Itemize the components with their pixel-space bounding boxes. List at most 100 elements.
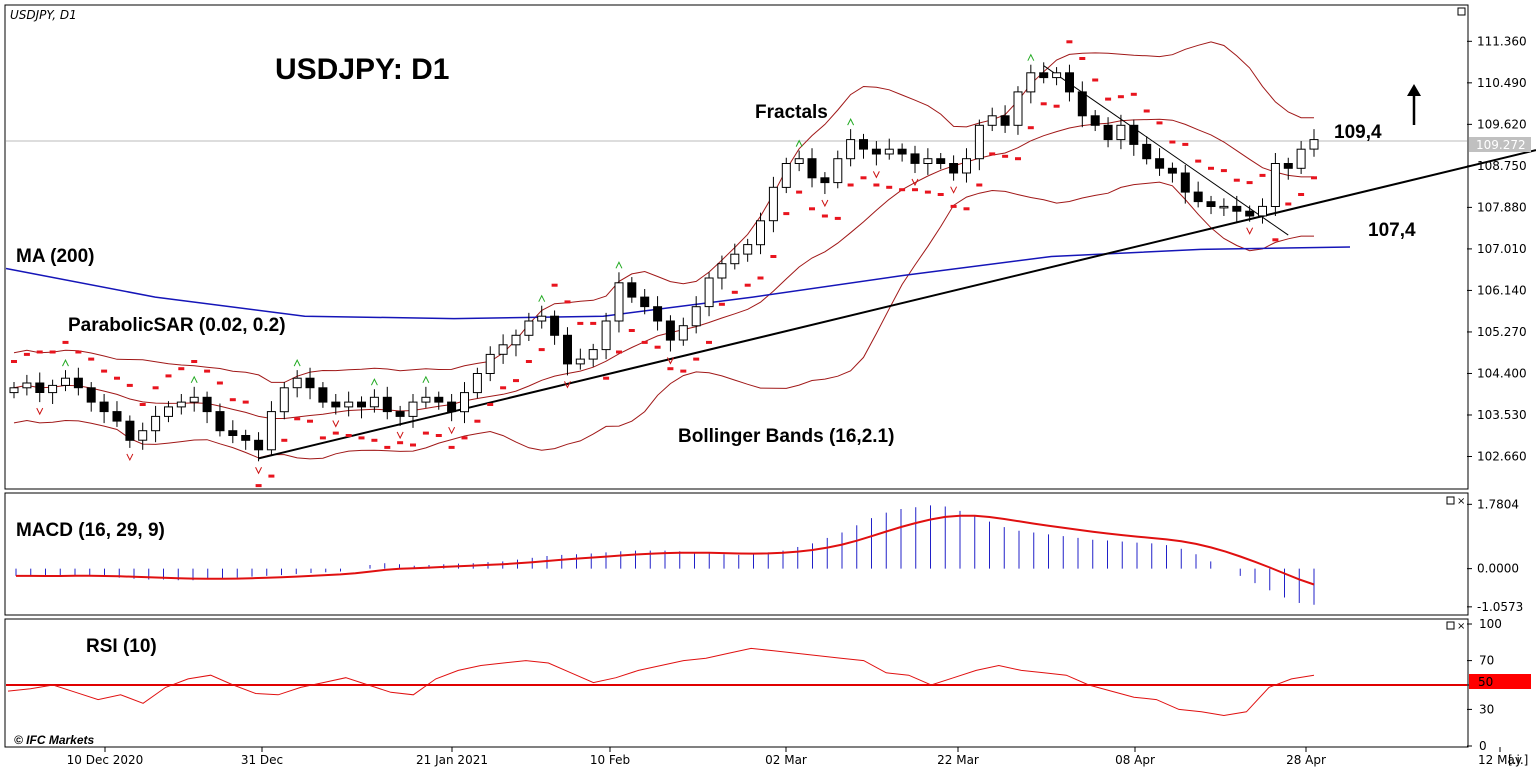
candle (99, 401, 109, 413)
candle (910, 153, 920, 164)
price-tick-label: 110.490 (1477, 76, 1527, 90)
fractal-down-marker (126, 453, 134, 462)
main-panel (4, 4, 1469, 490)
main-panel-maximize-icon[interactable] (1457, 7, 1466, 16)
candle (1232, 205, 1242, 212)
candle (1270, 163, 1280, 207)
candle (936, 158, 946, 164)
macd-signal-line (16, 514, 1315, 586)
date-tick-label: 31 Dec (241, 753, 283, 767)
candle (1039, 72, 1049, 79)
price-tick-label: 103.530 (1477, 408, 1527, 422)
fractal-down-marker (36, 407, 44, 416)
date-end-marker: [.i.] (1508, 753, 1528, 767)
rsi-level-value: 50 (1478, 675, 1493, 689)
candle (704, 277, 714, 308)
candle (125, 420, 135, 441)
candle (859, 139, 868, 150)
rsi-panel (4, 618, 1469, 748)
fractal-up-marker (422, 375, 430, 384)
candle (588, 349, 598, 360)
candle (9, 387, 19, 394)
date-tick-label: 21 Jan 2021 (416, 753, 488, 767)
candle (768, 186, 778, 222)
chart-title: USDJPY: D1 (275, 53, 450, 86)
candle (665, 320, 675, 341)
candle (1116, 124, 1126, 141)
candle (138, 430, 148, 441)
date-tick-label: 02 Mar (765, 753, 807, 767)
bollinger-upper-band (13, 41, 1314, 383)
candle (949, 163, 959, 174)
macd-tick-label: -1.0573 (1477, 600, 1523, 614)
candle (86, 387, 96, 403)
candle (176, 401, 186, 408)
candle (717, 263, 727, 279)
macd-panel-close-icon[interactable]: × (1446, 496, 1465, 507)
candle (640, 296, 650, 308)
candle (266, 411, 276, 451)
rsi-tick-label: 30 (1479, 702, 1494, 716)
date-tick-label: 08 Apr (1115, 753, 1155, 767)
candle (524, 320, 534, 336)
candle (395, 411, 405, 417)
candle (164, 406, 173, 417)
candle (279, 387, 289, 413)
bollinger-label: Bollinger Bands (16,2.1) (678, 426, 894, 447)
rsi-panel-close-icon[interactable]: × (1446, 621, 1465, 632)
candle (601, 320, 611, 351)
rsi-label: RSI (10) (86, 636, 157, 657)
candle (1077, 91, 1087, 117)
candle (807, 158, 817, 179)
candle (781, 163, 791, 188)
support-trendline (258, 149, 1536, 460)
candle (344, 401, 354, 408)
candle (1052, 72, 1062, 79)
candle (1103, 124, 1113, 141)
candle (678, 325, 688, 341)
current-price-badge (1469, 137, 1531, 152)
candle (1245, 210, 1255, 217)
candle (1283, 163, 1293, 169)
watermark: © IFC Markets (14, 733, 95, 747)
candle (254, 439, 264, 451)
candle (575, 358, 585, 365)
current-price-value: 109.272 (1476, 138, 1526, 152)
fractal-down-marker (872, 171, 880, 179)
fractal-down-marker (448, 426, 456, 435)
rsi-layer (6, 647, 1467, 717)
symbol-label: USDJPY, D1 (10, 8, 77, 22)
candle (1026, 72, 1036, 93)
rsi-tick-label: 0 (1479, 739, 1487, 753)
candle (897, 148, 907, 155)
fractal-up-marker (847, 118, 855, 126)
candle (550, 315, 560, 336)
candle (1155, 158, 1165, 169)
candle (974, 124, 984, 160)
candle (1142, 143, 1152, 160)
candle (794, 158, 804, 164)
candle (485, 353, 495, 374)
rsi-level-badge (1469, 674, 1531, 689)
fractal-down-marker (255, 467, 263, 475)
candle (421, 396, 431, 403)
candle (189, 396, 199, 403)
candle (228, 430, 238, 437)
axis-layer: 111.360 110.490 109.620 108.750 107.880 107.0… (67, 34, 1527, 767)
svg-text:×: × (1457, 621, 1465, 632)
candle (369, 396, 379, 408)
candle (730, 253, 740, 265)
candle (537, 315, 547, 322)
date-tick-label: 10 Feb (590, 753, 630, 767)
candle (923, 158, 933, 164)
candle (460, 392, 469, 413)
bollinger-lower-band (13, 181, 1314, 460)
sar-label: ParabolicSAR (0.02, 0.2) (68, 315, 286, 336)
candle (61, 377, 70, 386)
candle (434, 396, 444, 403)
candle (653, 306, 663, 322)
candle (987, 115, 997, 126)
date-tick-label: 10 Dec 2020 (67, 753, 144, 767)
candle (1090, 115, 1100, 126)
